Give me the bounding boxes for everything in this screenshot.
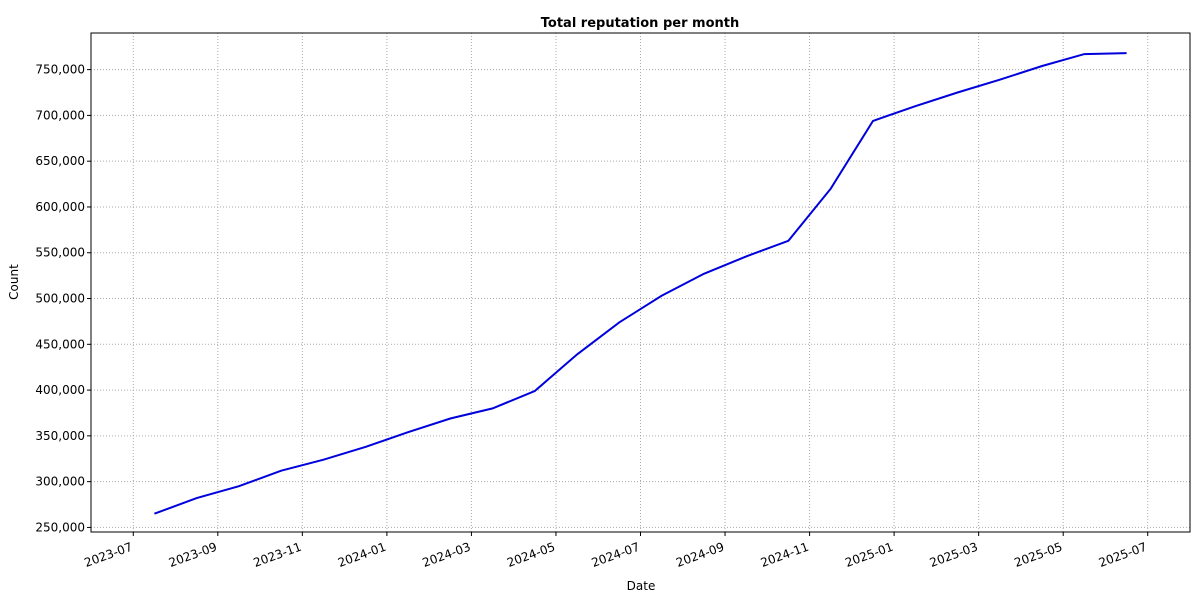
y-tick-label: 650,000 xyxy=(35,154,85,168)
y-tick-label: 400,000 xyxy=(35,383,85,397)
x-tick-label: 2024-09 xyxy=(674,540,726,570)
data-line xyxy=(154,52,1127,515)
x-tick-label: 2024-11 xyxy=(759,540,811,570)
x-tick-label: 2023-09 xyxy=(167,540,219,570)
x-axis-label: Date xyxy=(627,579,656,593)
y-tick-label: 550,000 xyxy=(35,246,85,260)
x-tick-label: 2024-01 xyxy=(336,540,388,570)
x-tick-label: 2025-07 xyxy=(1097,540,1149,570)
plot-frame xyxy=(90,32,1191,533)
y-tick-label: 450,000 xyxy=(35,337,85,351)
chart-title: Total reputation per month xyxy=(541,16,739,31)
y-tick-label: 500,000 xyxy=(35,292,85,306)
y-tick-label: 300,000 xyxy=(35,475,85,489)
x-tick-label: 2023-11 xyxy=(251,540,303,570)
x-tick-label: 2025-01 xyxy=(843,540,895,570)
y-tick-label: 600,000 xyxy=(35,200,85,214)
y-axis-label: Count xyxy=(7,264,21,300)
y-tick-label: 700,000 xyxy=(35,108,85,122)
x-tick-label: 2024-03 xyxy=(421,540,473,570)
y-tick-label: 750,000 xyxy=(35,63,85,77)
y-tick-label: 350,000 xyxy=(35,429,85,443)
x-tick-label: 2025-03 xyxy=(928,540,980,570)
x-tick-label: 2024-07 xyxy=(590,540,642,570)
x-tick-label: 2023-07 xyxy=(82,540,134,570)
y-tick-label: 250,000 xyxy=(35,520,85,534)
x-tick-label: 2024-05 xyxy=(505,540,557,570)
x-tick-label: 2025-05 xyxy=(1012,540,1064,570)
